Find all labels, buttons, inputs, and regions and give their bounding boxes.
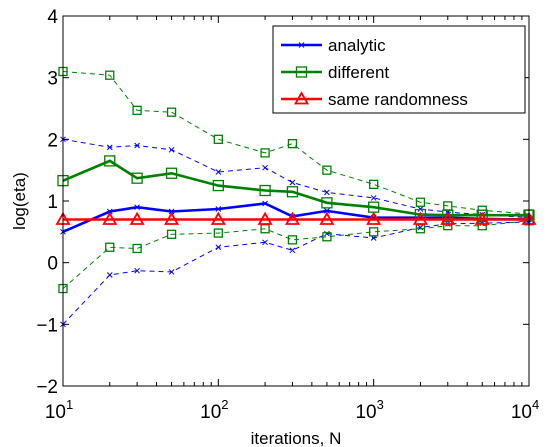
series-1-lower-point — [132, 243, 142, 254]
legend-label-2: same randomness — [328, 90, 468, 109]
y-axis: −2 −1 0 1 2 3 4 — [36, 7, 529, 398]
x-tick-exponent: 4 — [532, 397, 539, 412]
series-1-upper-point — [105, 70, 115, 80]
y-tick-label: 0 — [47, 254, 58, 275]
series-1-point — [165, 167, 178, 179]
series-0-lower-point — [417, 224, 424, 231]
series-2-point — [474, 211, 490, 225]
series-2-point — [440, 211, 456, 225]
series-1-point — [212, 179, 224, 192]
series-1-lower-point — [287, 235, 298, 245]
x-axis-label: iterations, N — [251, 429, 342, 447]
series-0-upper-point — [215, 169, 222, 175]
x-tick-exponent: 1 — [66, 397, 73, 412]
series-0-point — [324, 208, 330, 214]
series-2-point — [129, 211, 145, 225]
series-2-point — [257, 211, 273, 225]
series-0-lower-point — [134, 267, 140, 274]
series-0-point — [168, 208, 175, 215]
series-0-lower-point — [262, 239, 268, 246]
series-0-lower-point — [215, 244, 222, 251]
series-1-upper-point — [369, 179, 379, 190]
series-1-point — [321, 197, 333, 209]
series-1-lower-point — [322, 232, 332, 242]
series-1-lower-band — [62, 220, 530, 289]
series-1-upper-point — [260, 148, 270, 158]
x-tick-exponent: 3 — [377, 397, 384, 412]
series-0-upper-point — [262, 164, 268, 171]
y-tick-label: −2 — [36, 377, 58, 398]
series-1-upper-point — [213, 134, 223, 144]
legend-label-1: different — [328, 63, 389, 82]
series-2-point — [319, 211, 335, 225]
series-1-point — [286, 186, 299, 198]
x-tick-label: 101 — [45, 397, 73, 423]
series-1-lower-point — [369, 227, 379, 237]
y-axis-label: log(eta) — [10, 172, 29, 230]
y-tick-label: 1 — [47, 192, 58, 213]
series-2-point — [284, 211, 300, 225]
series-1-point — [104, 155, 116, 167]
series-0-upper-point — [134, 142, 140, 149]
series-2-point — [210, 211, 226, 225]
series-0-lower-point — [168, 269, 175, 275]
legend-marker-2 — [293, 91, 310, 105]
y-tick-label: 2 — [47, 130, 58, 151]
series-2-point — [102, 211, 118, 225]
series-1-upper-point — [166, 107, 177, 117]
series-0-upper-point — [106, 144, 113, 151]
series-1-point — [259, 184, 271, 197]
legend-marker-0 — [298, 42, 305, 48]
series-1-lower-point — [166, 229, 177, 239]
series-2-point — [366, 211, 382, 225]
x-tick-label: 103 — [355, 397, 383, 423]
series-1-lower-point — [105, 242, 115, 252]
series-0-point — [106, 208, 113, 215]
series-0-point — [134, 204, 140, 211]
series-0-upper-point — [289, 179, 296, 186]
x-tick-exponent: 2 — [221, 397, 228, 412]
series-2-point — [164, 211, 180, 225]
y-tick-label: 4 — [47, 7, 58, 28]
series-1-upper-point — [322, 165, 332, 175]
series-0-upper-point — [324, 189, 330, 196]
series-0-lower-point — [324, 230, 330, 237]
series-0-point — [215, 206, 222, 212]
x-tick-label: 102 — [200, 397, 228, 423]
series-1-upper-point — [415, 197, 426, 207]
legend-marker-1 — [295, 66, 308, 78]
series-0-lower-point — [289, 247, 296, 254]
legend-label-0: analytic — [328, 36, 386, 55]
series-1-upper-point — [287, 138, 298, 149]
series-0-lower-point — [106, 272, 113, 278]
series-1-upper-point — [132, 105, 142, 115]
series-1-upper-band — [62, 71, 530, 215]
y-tick-label: 3 — [47, 69, 58, 90]
series-1-lower-point — [213, 228, 223, 238]
series-lines — [55, 155, 537, 235]
legend: analytic different same randomness — [272, 25, 526, 114]
series-1-point — [131, 172, 143, 184]
series-0-upper-point — [168, 146, 175, 153]
series-1-lower-point — [443, 221, 453, 231]
x-tick-label: 104 — [511, 397, 539, 423]
series-0-point — [262, 200, 268, 207]
series-2-point — [412, 211, 428, 225]
series-0-upper-point — [370, 195, 377, 201]
y-tick-label: −1 — [36, 315, 58, 336]
series-1-lower-point — [477, 221, 487, 231]
